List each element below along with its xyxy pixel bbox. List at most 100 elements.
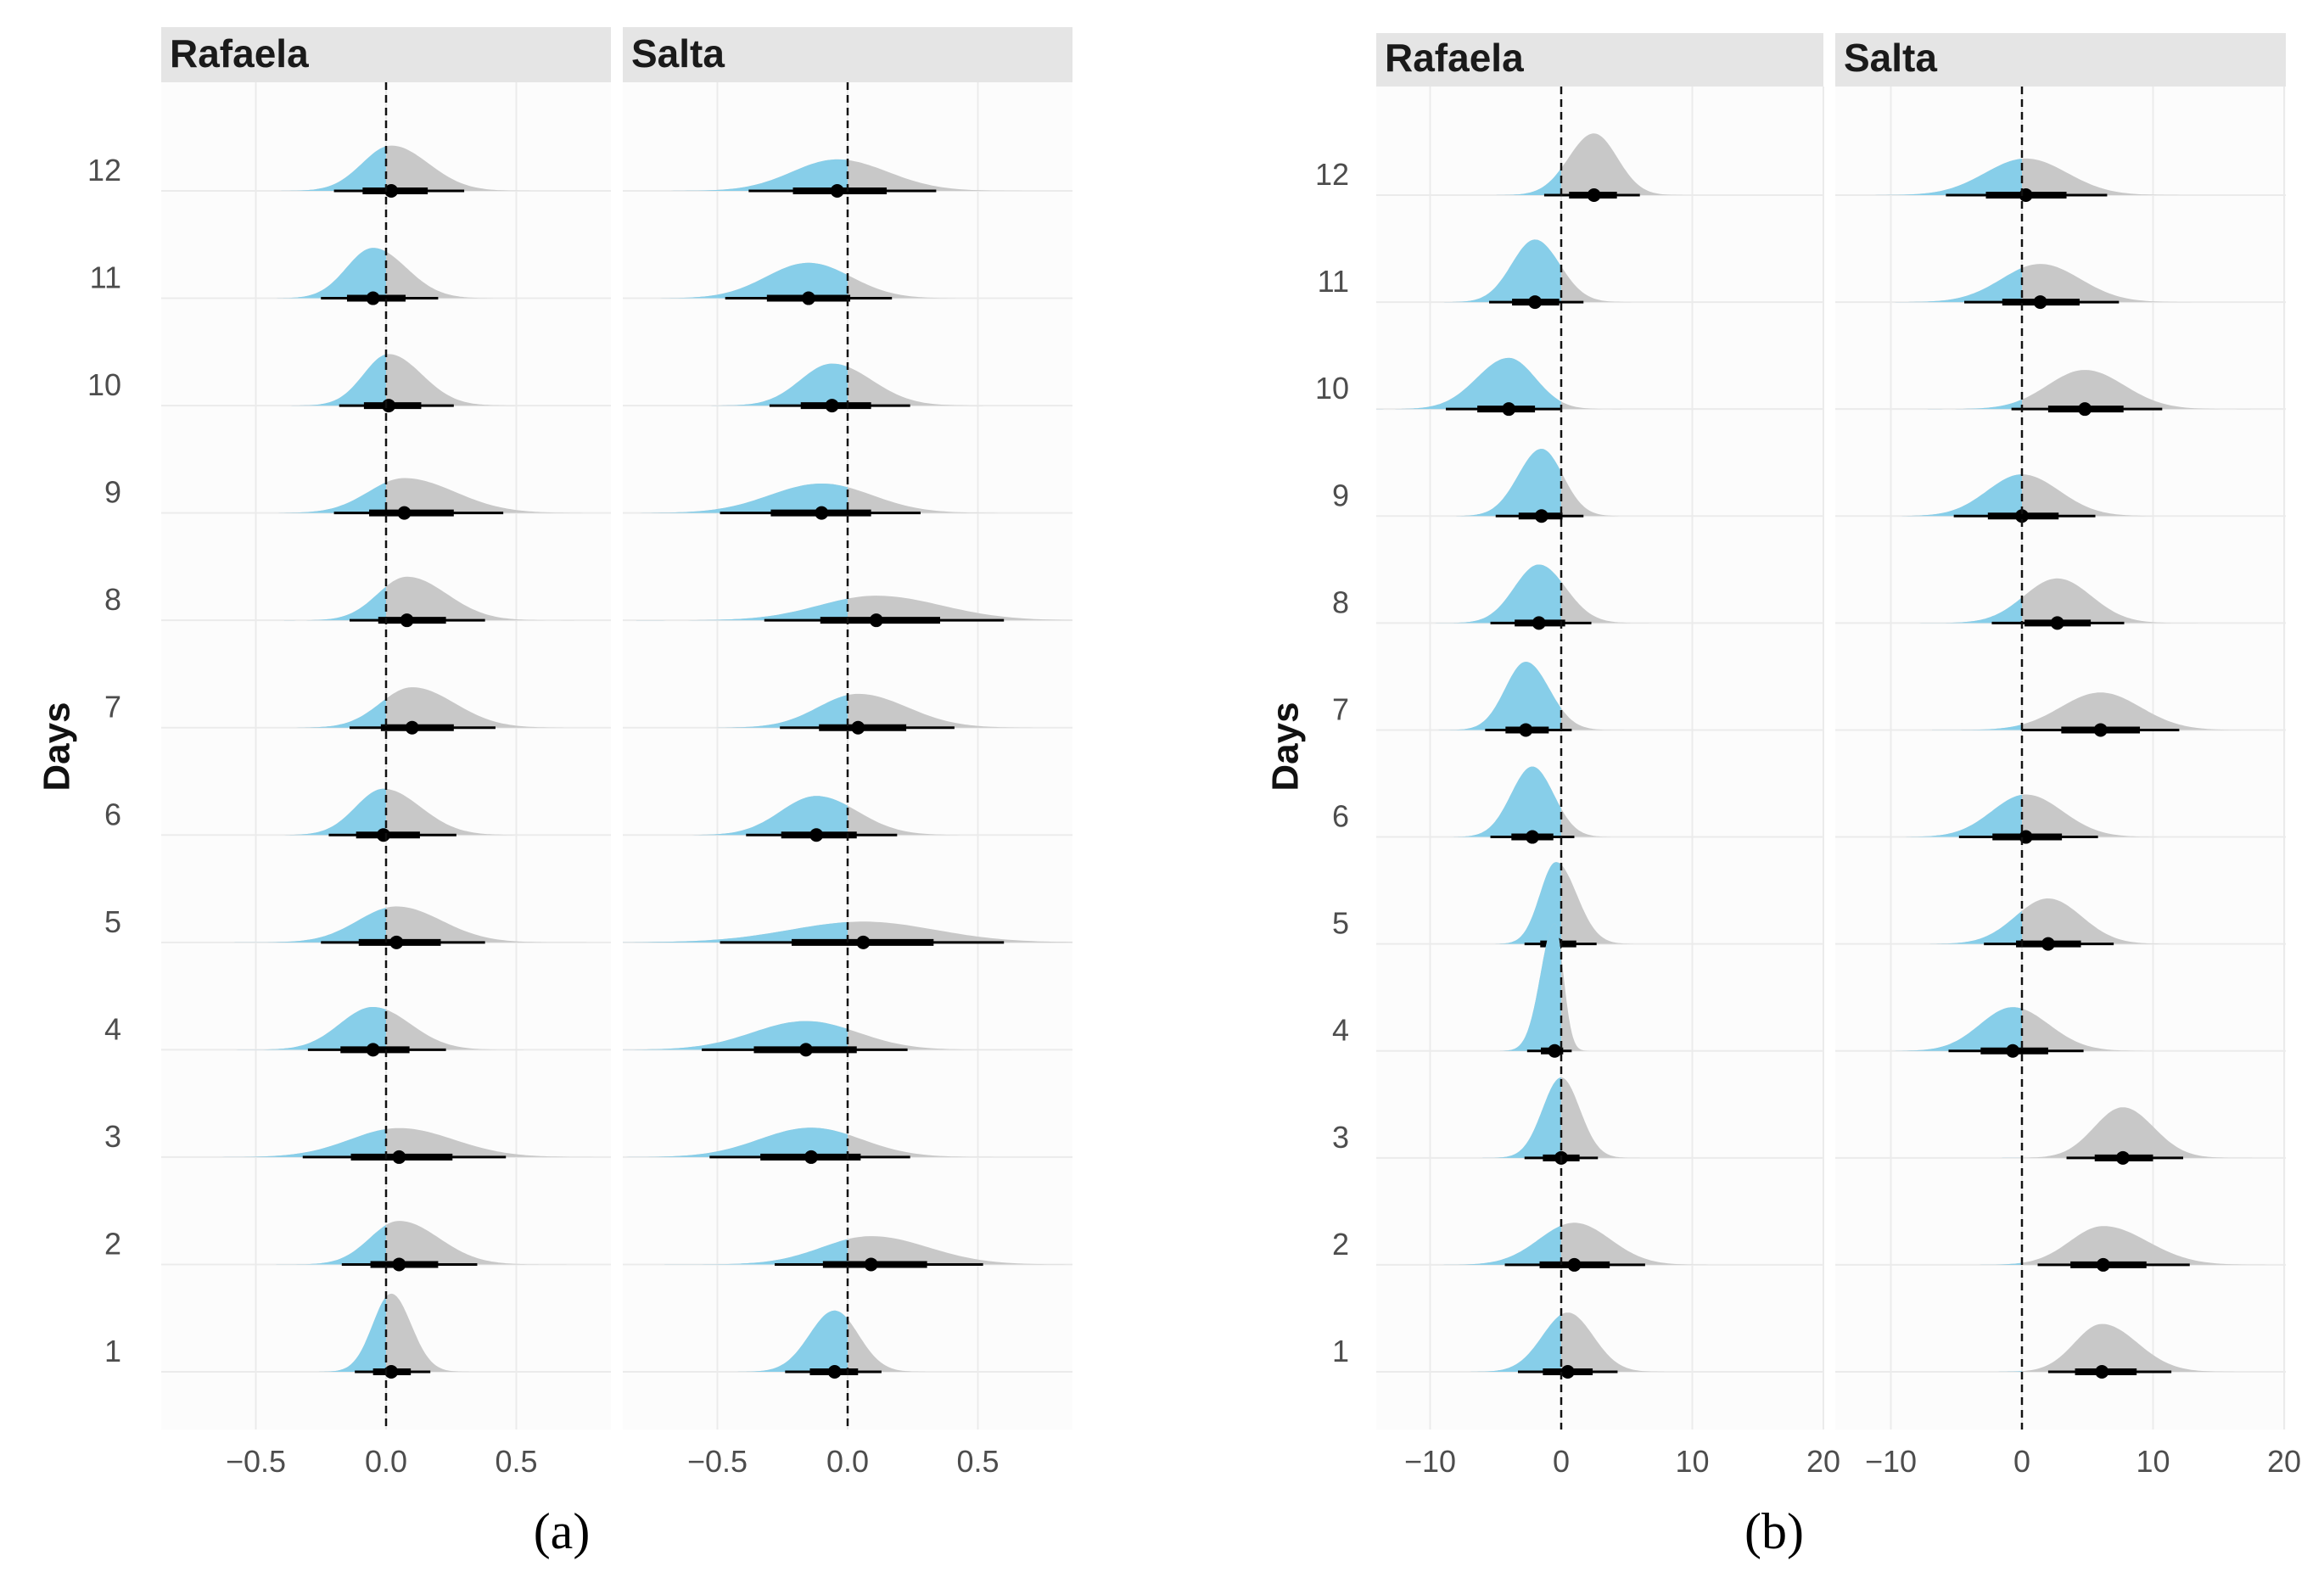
density-negative	[636, 598, 848, 621]
median-point	[1532, 616, 1546, 630]
median-point	[2033, 295, 2047, 310]
density-negative	[1460, 1314, 1561, 1372]
density-positive	[261, 248, 513, 299]
density-negative	[1443, 449, 1561, 517]
y-tick-label: 6	[104, 797, 121, 831]
y-tick-label: 8	[1332, 585, 1349, 619]
density-positive	[1425, 1223, 1727, 1265]
density-negative	[234, 907, 386, 943]
median-point	[397, 506, 412, 520]
density-negative	[690, 695, 848, 728]
y-tick-label: 3	[1332, 1120, 1349, 1155]
x-tick-label: −10	[1865, 1444, 1917, 1479]
y-tick-label: 4	[104, 1011, 121, 1046]
x-tick-label: −10	[1404, 1444, 1456, 1479]
density-positive	[1882, 794, 2181, 837]
median-point	[2078, 402, 2092, 417]
ridge-day-12	[1854, 158, 2200, 202]
density-positive	[1910, 898, 2189, 944]
median-point	[830, 184, 844, 198]
median-point	[869, 613, 883, 628]
ridge-day-8	[1917, 578, 2201, 630]
panel-caption: (a)	[534, 1503, 591, 1559]
y-tick-label: 2	[1332, 1227, 1349, 1262]
density-positive	[690, 693, 1065, 728]
density-negative	[1917, 597, 2022, 624]
facet-rafaela: Rafaela −10 0 10 20	[1376, 33, 1840, 1479]
ridge-day-2	[276, 1221, 567, 1272]
ridge-day-12	[268, 145, 548, 198]
density-negative	[1438, 662, 1561, 730]
median-point	[1526, 830, 1540, 844]
density-positive	[268, 145, 548, 191]
density-positive	[234, 906, 586, 943]
density-positive	[1932, 692, 2270, 730]
median-point	[798, 1043, 813, 1057]
ridge-day-9	[1875, 474, 2180, 523]
y-tick-label: 7	[104, 690, 121, 725]
ridge-day-10	[697, 363, 1000, 413]
ridge-day-4	[233, 1007, 529, 1057]
y-tick-label: 11	[90, 260, 121, 295]
x-tick-label: 0	[1553, 1444, 1570, 1479]
density-positive	[1875, 474, 2180, 517]
density-positive	[283, 576, 574, 621]
density-positive	[1877, 264, 2209, 303]
density-negative	[192, 1128, 386, 1157]
median-point	[1567, 1257, 1582, 1272]
density-negative	[1487, 168, 1561, 195]
ridge-day-5	[234, 906, 586, 949]
ridge-day-6	[665, 796, 990, 842]
ridge-day-3	[192, 1127, 611, 1164]
facet-salta: Salta −0.5 0.0 0.5	[623, 27, 1072, 1479]
median-point	[2041, 937, 2055, 951]
facet-label: Rafaela	[170, 31, 309, 76]
density-negative	[2002, 1157, 2022, 1158]
facet-salta: Salta −10 0 10 20	[1835, 33, 2301, 1479]
median-point	[389, 935, 404, 949]
density-negative	[268, 146, 386, 191]
density-negative	[1877, 267, 2022, 303]
ridge-day-6	[1882, 794, 2181, 844]
density-negative	[623, 1021, 848, 1050]
median-point	[2006, 1043, 2020, 1058]
median-point	[1534, 509, 1548, 523]
density-negative	[277, 698, 386, 728]
ridge-day-9	[623, 484, 1034, 520]
median-point	[392, 1150, 406, 1164]
median-point	[2095, 1365, 2109, 1379]
density-negative	[623, 921, 848, 943]
y-tick-label: 1	[104, 1334, 121, 1368]
density-negative	[1986, 1371, 2022, 1372]
density-positive	[2002, 1107, 2253, 1158]
median-point	[366, 291, 380, 305]
facet-label: Rafaela	[1385, 36, 1524, 80]
median-point	[856, 935, 871, 949]
facet-label: Salta	[631, 31, 725, 76]
ridge-day-1	[1986, 1323, 2251, 1379]
median-point	[815, 506, 829, 520]
median-point	[1548, 1043, 1562, 1058]
density-negative	[1442, 766, 1561, 837]
plot-background	[1835, 87, 2286, 1430]
y-tick-label: 9	[104, 475, 121, 510]
density-positive	[266, 788, 540, 836]
ridge-day-7	[690, 693, 1065, 735]
panel-caption: (b)	[1744, 1503, 1804, 1559]
density-negative	[1435, 564, 1561, 624]
x-tick-label: 0	[2013, 1444, 2030, 1479]
y-tick-label: 5	[1332, 906, 1349, 941]
median-point	[825, 399, 839, 413]
median-point	[2115, 1150, 2130, 1165]
ridge-day-5	[623, 921, 1072, 949]
density-negative	[1488, 862, 1561, 944]
median-point	[2050, 616, 2064, 630]
y-tick-label: 10	[87, 367, 121, 402]
y-tick-label: 7	[1332, 691, 1349, 726]
median-point	[809, 828, 824, 842]
y-tick-label: 5	[104, 904, 121, 939]
ridge-day-9	[1443, 449, 1632, 523]
